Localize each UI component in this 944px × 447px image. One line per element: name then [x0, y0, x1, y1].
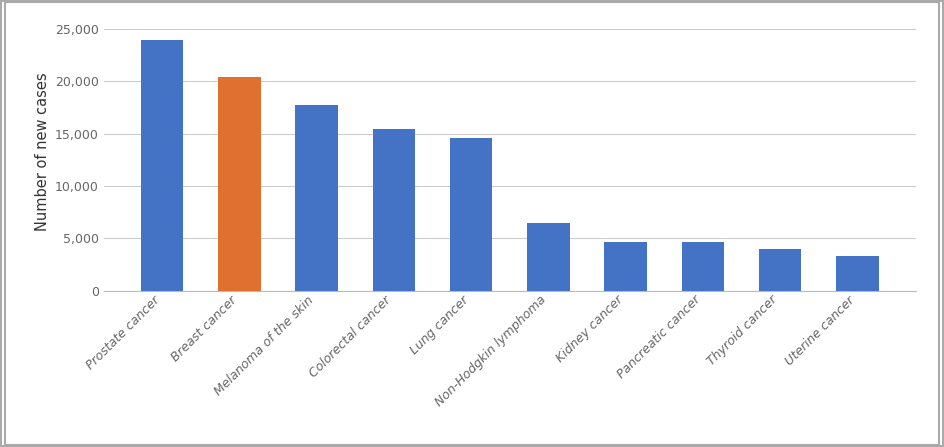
Bar [450, 138, 493, 291]
Bar [604, 242, 647, 291]
Bar [836, 256, 879, 291]
Bar [373, 130, 415, 291]
Bar [682, 242, 724, 291]
Bar [141, 39, 183, 291]
Bar [527, 223, 569, 291]
Y-axis label: Number of new cases: Number of new cases [35, 73, 49, 231]
Bar [295, 105, 338, 291]
Bar [759, 249, 801, 291]
Bar [218, 77, 261, 291]
